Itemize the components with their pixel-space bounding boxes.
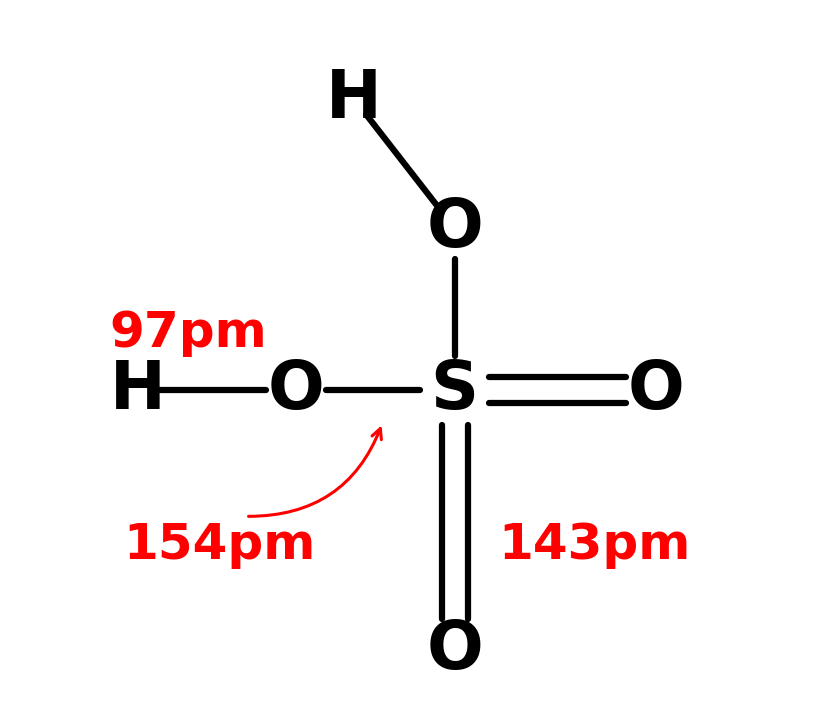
Text: H: H [326,66,382,132]
Text: 143pm: 143pm [498,521,691,569]
Text: O: O [268,357,325,423]
Text: 97pm: 97pm [109,309,266,356]
Text: S: S [431,357,479,423]
Text: 154pm: 154pm [124,521,315,569]
Text: O: O [427,195,483,261]
Text: O: O [628,357,685,423]
Text: O: O [427,617,483,683]
Text: H: H [110,357,166,423]
